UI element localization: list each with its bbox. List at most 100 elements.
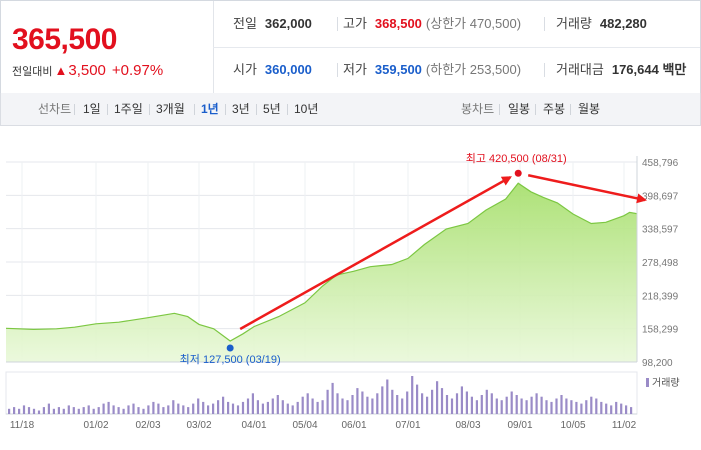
- volume-bar: [102, 403, 105, 414]
- volume-bar: [22, 405, 26, 414]
- volume-bar: [436, 381, 439, 414]
- volume-bar: [271, 398, 274, 414]
- volume-bar: [162, 407, 165, 414]
- volume-bar: [241, 401, 245, 414]
- candle-daily[interactable]: 일봉: [508, 102, 531, 116]
- volume-bar: [560, 395, 563, 414]
- volume-bar: [610, 405, 613, 414]
- volume-bars: 거래량: [5, 371, 680, 415]
- low-value: 359,500: [374, 62, 422, 77]
- volume-bar: [505, 396, 508, 414]
- quote-row-1: 전일 362,000 고가 368,500 (상한가 470,500) 거래량 482,…: [213, 1, 700, 48]
- volume-bar: [231, 403, 235, 414]
- volume-bar: [346, 400, 349, 414]
- volume-bar: [321, 400, 324, 414]
- y-tick-label: 338,597: [642, 225, 679, 236]
- y-tick-label: 218,399: [642, 291, 679, 302]
- volume-bar: [316, 401, 319, 414]
- volume-bar: [376, 393, 379, 414]
- divider: [544, 17, 545, 31]
- period-1y[interactable]: 1년: [201, 102, 219, 116]
- volume-bar: [525, 400, 528, 414]
- volume-label: 거래량: [556, 16, 592, 31]
- divider: [107, 104, 108, 115]
- volume-bar: [450, 398, 454, 414]
- divider: [194, 104, 195, 115]
- volume-bar: [202, 401, 205, 414]
- lower-limit: (하한가 253,500): [425, 62, 522, 77]
- change-value: 3,500: [68, 62, 106, 79]
- volume-bar: [182, 405, 185, 414]
- volume-bar: [306, 393, 309, 414]
- volume-bar: [227, 401, 230, 414]
- volume-bar: [192, 403, 195, 414]
- volume-bar: [147, 405, 150, 414]
- volume-bar: [8, 408, 11, 414]
- volume-bar: [62, 408, 65, 414]
- volume-bar: [122, 408, 125, 414]
- divider: [225, 104, 226, 115]
- volume-bar: [535, 393, 538, 414]
- period-selector: 선차트 1일 1주일 3개월 1년 3년 5년 10년 봉차트 일봉 주봉 월봉: [0, 93, 701, 126]
- volume-bar: [495, 398, 498, 414]
- period-1w[interactable]: 1주일: [114, 102, 143, 116]
- volume-bar: [172, 400, 175, 414]
- annotations: 최고 420,500 (08/31) 최저 127,500 (03/19): [180, 152, 647, 366]
- low-label: 최저 127,500 (03/19): [180, 353, 281, 366]
- volume-bar: [42, 407, 45, 414]
- volume-bar: [465, 391, 468, 414]
- volume-bar: [411, 376, 414, 414]
- high-marker: [514, 169, 522, 177]
- divider: [337, 17, 338, 31]
- x-tick-label: 09/01: [507, 420, 532, 431]
- period-3m[interactable]: 3개월: [156, 102, 185, 116]
- divider: [149, 104, 150, 115]
- volume-bar: [460, 386, 463, 414]
- candle-weekly[interactable]: 주봉: [543, 102, 566, 116]
- volume-bar: [301, 396, 304, 414]
- volume-bar: [212, 403, 215, 414]
- volume-bar: [27, 407, 31, 414]
- volume-bar: [620, 403, 623, 414]
- volume-bar: [152, 401, 155, 414]
- period-5y[interactable]: 5년: [263, 102, 281, 116]
- volume-bar: [590, 396, 593, 414]
- x-tick-label: 04/01: [241, 420, 266, 431]
- volume-value: 482,280: [599, 16, 647, 31]
- y-tick-label: 98,200: [642, 358, 673, 369]
- volume-legend-label: 거래량: [652, 377, 680, 389]
- volume-bar: [67, 405, 70, 414]
- volume-bar: [605, 403, 608, 414]
- divider: [535, 104, 536, 115]
- x-tick-label: 11/18: [10, 420, 35, 431]
- volume-bar: [72, 407, 75, 414]
- x-tick-label: 07/01: [395, 420, 420, 431]
- volume-bar: [222, 396, 225, 414]
- period-1d[interactable]: 1일: [83, 102, 101, 116]
- divider: [74, 104, 75, 115]
- volume-bar: [371, 398, 374, 414]
- period-10y[interactable]: 10년: [294, 102, 319, 116]
- prev-close-label: 전일: [233, 16, 257, 31]
- volume-bar: [585, 400, 588, 414]
- volume-bar: [177, 403, 180, 414]
- volume-bar: [475, 400, 478, 414]
- volume-bar: [97, 407, 100, 414]
- volume-bar: [351, 395, 354, 414]
- low-label: 저가: [343, 62, 367, 77]
- volume-bar: [361, 391, 364, 414]
- volume-bar: [510, 391, 513, 414]
- volume-bar: [92, 408, 95, 414]
- volume-bar: [82, 407, 85, 414]
- open-label: 시가: [233, 62, 257, 77]
- volume-bar: [565, 398, 568, 414]
- candle-monthly[interactable]: 월봉: [578, 102, 601, 116]
- volume-bar: [117, 407, 120, 414]
- volume-bar: [490, 393, 493, 414]
- volume-bar: [401, 398, 404, 414]
- volume-bar: [13, 407, 16, 414]
- period-3y[interactable]: 3년: [232, 102, 250, 116]
- axes: 458,796 398,697 338,597 278,498 218,399 158,2…: [6, 156, 679, 431]
- volume-bar: [485, 389, 488, 414]
